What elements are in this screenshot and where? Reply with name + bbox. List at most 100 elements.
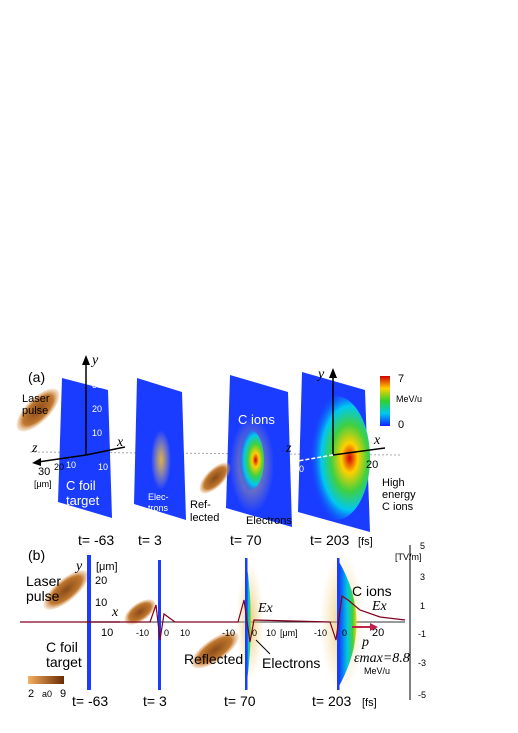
laser-pulse bbox=[124, 599, 156, 625]
label: C ions bbox=[352, 583, 392, 599]
tick-label: 0 bbox=[164, 628, 169, 638]
label: C foil target bbox=[46, 639, 82, 670]
electron-cloud bbox=[151, 430, 171, 490]
arrow bbox=[82, 355, 90, 365]
tick-label: 0 bbox=[342, 628, 347, 638]
time-label: t= -63 bbox=[72, 693, 108, 709]
tick-label: 10 bbox=[92, 428, 102, 438]
field-curve bbox=[20, 594, 406, 643]
unit: [fs] bbox=[358, 536, 373, 548]
axis-label: y bbox=[74, 559, 83, 574]
tick-label: 20 bbox=[92, 404, 102, 414]
ion-cloud bbox=[236, 430, 264, 490]
field-label: Ex bbox=[371, 599, 388, 614]
colorbar bbox=[380, 376, 390, 426]
target-plane bbox=[58, 378, 112, 518]
reflected-pulse bbox=[191, 631, 239, 669]
axis-label: z bbox=[285, 441, 292, 456]
label: Elec-trons bbox=[148, 492, 169, 513]
tick-label: 10 bbox=[66, 460, 76, 470]
time-label: t= -63 bbox=[78, 532, 114, 548]
axis-label: x bbox=[116, 435, 124, 450]
time-label: t= 3 bbox=[143, 693, 167, 709]
colorbar-label: 2 bbox=[28, 688, 34, 700]
time-label: t= 3 bbox=[138, 532, 162, 548]
time-label: t= 203 bbox=[312, 693, 352, 709]
axis bbox=[332, 447, 386, 456]
tick-label: -1 bbox=[418, 629, 426, 639]
tick-label: 10 bbox=[180, 628, 190, 638]
ion-lens bbox=[338, 560, 357, 688]
tick-label: -10 bbox=[222, 628, 235, 638]
tick-label: -10 bbox=[136, 628, 149, 638]
label: C ions bbox=[238, 412, 275, 427]
label: High energy C ions bbox=[382, 477, 416, 513]
laser-pulse bbox=[16, 388, 60, 432]
tick-label: 20 bbox=[372, 627, 384, 639]
axis bbox=[37, 454, 87, 463]
pointer bbox=[255, 639, 271, 655]
colorbar-label: 0 bbox=[398, 419, 404, 431]
colorbar-label: 9 bbox=[60, 688, 66, 700]
arrow bbox=[32, 458, 41, 466]
tick-label: 5 bbox=[420, 541, 425, 551]
tick-label: -3 bbox=[418, 658, 426, 668]
tick-label: 1 bbox=[420, 601, 425, 611]
panel-label: (a) bbox=[28, 369, 45, 385]
field-label: Ex bbox=[257, 601, 274, 616]
colorbar-label: MeV/u bbox=[396, 394, 422, 404]
unit: [TV/m] bbox=[395, 552, 422, 562]
tick-label: 10 bbox=[101, 627, 113, 639]
panel-b: (b) Laser pulse y [μm] 20 10 x 10 C foil t… bbox=[20, 541, 426, 709]
tick-label: 30 bbox=[294, 464, 304, 474]
panel-label: (b) bbox=[28, 547, 45, 563]
axis bbox=[291, 454, 334, 463]
axis-label: y bbox=[90, 353, 99, 368]
unit: [μm] bbox=[96, 561, 118, 573]
colorbar-label: a0 bbox=[42, 689, 52, 699]
panel-a: (a) Laser pulse y 30 20 10 z x 30 20 10 [… bbox=[16, 353, 422, 548]
label: Reflected bbox=[184, 651, 243, 667]
colorbar bbox=[28, 676, 64, 684]
axis-label: x bbox=[111, 605, 119, 620]
unit: [μm] bbox=[280, 628, 298, 638]
tick-label: 10 bbox=[95, 597, 107, 609]
unit: MeV/u bbox=[364, 666, 390, 676]
time-label: t= 203 bbox=[310, 532, 350, 548]
label: Laser pulse bbox=[22, 393, 50, 417]
reflected-pulse bbox=[199, 462, 231, 494]
label: εmax=8.8 bbox=[354, 651, 410, 666]
label: Laser pulse bbox=[26, 573, 61, 604]
label: Electrons bbox=[246, 515, 292, 527]
arrow bbox=[329, 368, 337, 378]
laser-pulse bbox=[43, 570, 89, 610]
target bbox=[158, 560, 161, 690]
arrow bbox=[370, 623, 378, 631]
tick-label: -5 bbox=[418, 690, 426, 700]
time-label: t= 70 bbox=[230, 532, 262, 548]
unit: [μm] bbox=[34, 479, 52, 489]
tick-label: -10 bbox=[314, 628, 327, 638]
tick-label: 20 bbox=[54, 462, 64, 472]
tick-label: 10 bbox=[98, 462, 108, 472]
axis-label: z bbox=[31, 441, 38, 456]
tick-label: 30 bbox=[92, 380, 102, 390]
tick-label: 0 bbox=[252, 628, 257, 638]
ion-cloud bbox=[302, 396, 370, 520]
target bbox=[245, 558, 248, 690]
tick-label: 30 bbox=[38, 466, 50, 478]
axis bbox=[85, 446, 126, 456]
label: Electrons bbox=[262, 655, 320, 671]
label: p bbox=[361, 635, 369, 650]
axis-label: x bbox=[373, 433, 381, 448]
unit: [fs] bbox=[362, 697, 377, 709]
label: Ref-lected bbox=[190, 499, 219, 524]
label: C foil target bbox=[66, 478, 100, 508]
tick-label: 20 bbox=[95, 575, 107, 587]
axis-label: y bbox=[316, 367, 325, 382]
time-label: t= 70 bbox=[224, 693, 256, 709]
tick-label: 3 bbox=[420, 572, 425, 582]
colorbar-label: 7 bbox=[398, 373, 404, 385]
tick-label: 10 bbox=[266, 628, 276, 638]
